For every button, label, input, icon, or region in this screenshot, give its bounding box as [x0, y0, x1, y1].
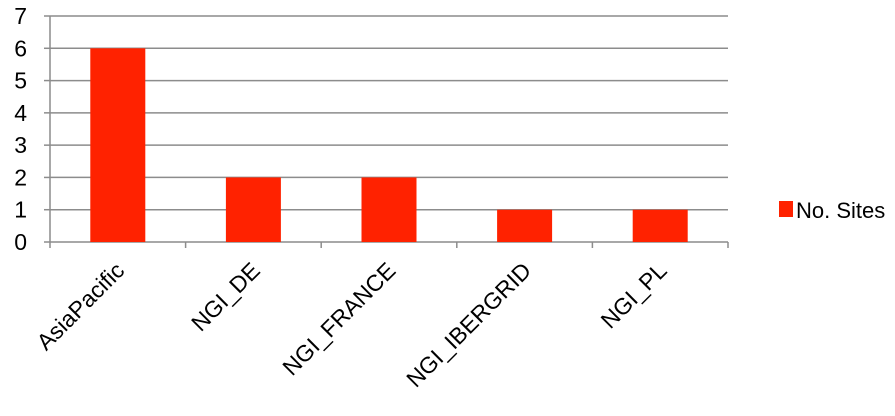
y-tick-label: 7 [14, 3, 27, 29]
legend-swatch [779, 201, 793, 217]
y-tick-label: 4 [14, 100, 27, 126]
y-tick-label: 1 [14, 197, 27, 223]
legend: No. Sites [779, 198, 885, 223]
x-axis-labels: AsiaPacific NGI_DE NGI_FRANCE NGI_IBERGRID N… [31, 257, 671, 392]
y-tick-label: 6 [14, 35, 27, 61]
bar-ngi-france [361, 177, 417, 242]
bar-ngi-ibergrid [497, 209, 553, 242]
x-category-label: NGI_DE [186, 257, 265, 336]
y-tick-label: 3 [14, 132, 27, 158]
y-tick-label: 2 [14, 164, 27, 190]
y-tick-label: 5 [14, 68, 27, 94]
bar-ngi-de [225, 177, 281, 242]
x-category-label: NGI_IBERGRID [401, 257, 536, 392]
bar-ngi-pl [632, 209, 688, 242]
legend-label: No. Sites [796, 198, 885, 223]
bar-asiapacific [90, 48, 146, 243]
x-category-label: AsiaPacific [31, 257, 129, 355]
y-tick-label: 0 [14, 229, 27, 255]
x-category-label: NGI_FRANCE [277, 257, 400, 380]
bars [90, 48, 688, 243]
y-axis-ticks: 0 1 2 3 4 5 6 7 [14, 3, 50, 255]
gridlines [50, 15, 728, 211]
x-category-label: NGI_PL [595, 257, 671, 333]
